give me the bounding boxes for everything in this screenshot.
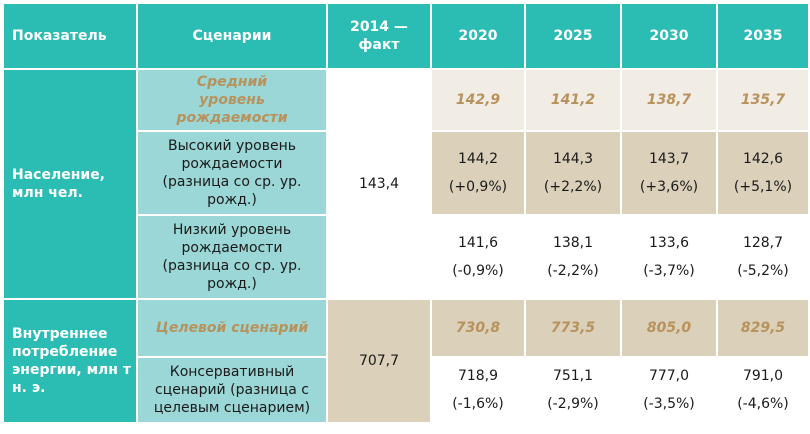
value-cell: 135,7 — [716, 68, 810, 132]
table-row: Внутреннее потребление энергии, млн т н.… — [2, 298, 810, 424]
population-fact: 143,4 — [326, 68, 432, 300]
population-label: Население, млн чел. — [2, 68, 138, 300]
diff-percent: (-3,7%) — [643, 263, 695, 279]
diff-percent: (+3,6%) — [639, 179, 699, 195]
value-cell: 829,5 — [716, 298, 810, 358]
scenario-high: Высокий уровень рождаемости (разница со … — [136, 130, 328, 216]
header-2025: 2025 — [524, 2, 622, 70]
scenario-conservative: Консервативный сценарий (разница с целев… — [136, 356, 328, 424]
value-cell: 138,1 (-2,2%) — [524, 214, 622, 300]
scenario-low: Низкий уровень рождаемости (разница со с… — [136, 214, 328, 300]
value: 777,0 — [648, 368, 690, 384]
value-cell: 144,3 (+2,2%) — [524, 130, 622, 216]
value-cell: 144,2 (+0,9%) — [430, 130, 526, 216]
diff-percent: (+2,2%) — [543, 179, 603, 195]
energy-label: Внутреннее потребление энергии, млн т н.… — [2, 298, 138, 424]
value-cell: 718,9 (-1,6%) — [430, 356, 526, 424]
value-cell: 142,6 (+5,1%) — [716, 130, 810, 216]
table-row: Консервативный сценарий (разница с целев… — [3, 356, 810, 424]
value: 128,7 — [742, 235, 784, 251]
scenario-target: Целевой сценарий — [136, 298, 328, 358]
energy-fact: 707,7 — [326, 298, 432, 424]
value-cell: 805,0 — [620, 298, 718, 358]
value-cell: 142,9 — [430, 68, 526, 132]
value-cell: 730,8 — [430, 298, 526, 358]
diff-percent: (-3,5%) — [643, 396, 695, 412]
value-cell: 791,0 (-4,6%) — [716, 356, 810, 424]
header-row: Показатель Сценарии 2014 — факт 2020 202… — [2, 2, 810, 70]
header-scenarios: Сценарии — [136, 2, 328, 70]
header-2035: 2035 — [716, 2, 810, 70]
value-cell: 133,6 (-3,7%) — [620, 214, 718, 300]
scenario-medium: Средний уровень рождаемости — [136, 68, 328, 132]
value-cell: 143,7 (+3,6%) — [620, 130, 718, 216]
value: 142,6 — [742, 151, 784, 167]
value-cell: 141,2 — [524, 68, 622, 132]
value: 791,0 — [742, 368, 784, 384]
table-row: Высокий уровень рождаемости (разница со … — [3, 130, 810, 216]
value-cell: 751,1 (-2,9%) — [524, 356, 622, 424]
value-cell: 138,7 — [620, 68, 718, 132]
header-indicator: Показатель — [2, 2, 138, 70]
diff-percent: (-0,9%) — [452, 263, 504, 279]
forecast-table: Показатель Сценарии 2014 — факт 2020 202… — [2, 2, 810, 424]
value: 141,6 — [457, 235, 499, 251]
table-row: Население, млн чел. Средний уровень рожд… — [2, 68, 810, 300]
diff-percent: (+0,9%) — [448, 179, 508, 195]
diff-percent: (-2,2%) — [547, 263, 599, 279]
value: 144,2 — [457, 151, 499, 167]
value-cell: 773,5 — [524, 298, 622, 358]
diff-percent: (-1,6%) — [452, 396, 504, 412]
diff-percent: (-2,9%) — [547, 396, 599, 412]
value: 143,7 — [648, 151, 690, 167]
header-2020: 2020 — [430, 2, 526, 70]
value: 138,1 — [552, 235, 594, 251]
header-fact: 2014 — факт — [326, 2, 432, 70]
value: 144,3 — [552, 151, 594, 167]
header-2030: 2030 — [620, 2, 718, 70]
value-cell: 141,6 (-0,9%) — [430, 214, 526, 300]
value: 133,6 — [648, 235, 690, 251]
diff-percent: (-4,6%) — [737, 396, 789, 412]
value-cell: 777,0 (-3,5%) — [620, 356, 718, 424]
value-cell: 128,7 (-5,2%) — [716, 214, 810, 300]
value: 751,1 — [552, 368, 594, 384]
diff-percent: (+5,1%) — [733, 179, 793, 195]
diff-percent: (-5,2%) — [737, 263, 789, 279]
value: 718,9 — [457, 368, 499, 384]
table-row: Низкий уровень рождаемости (разница со с… — [3, 214, 810, 300]
